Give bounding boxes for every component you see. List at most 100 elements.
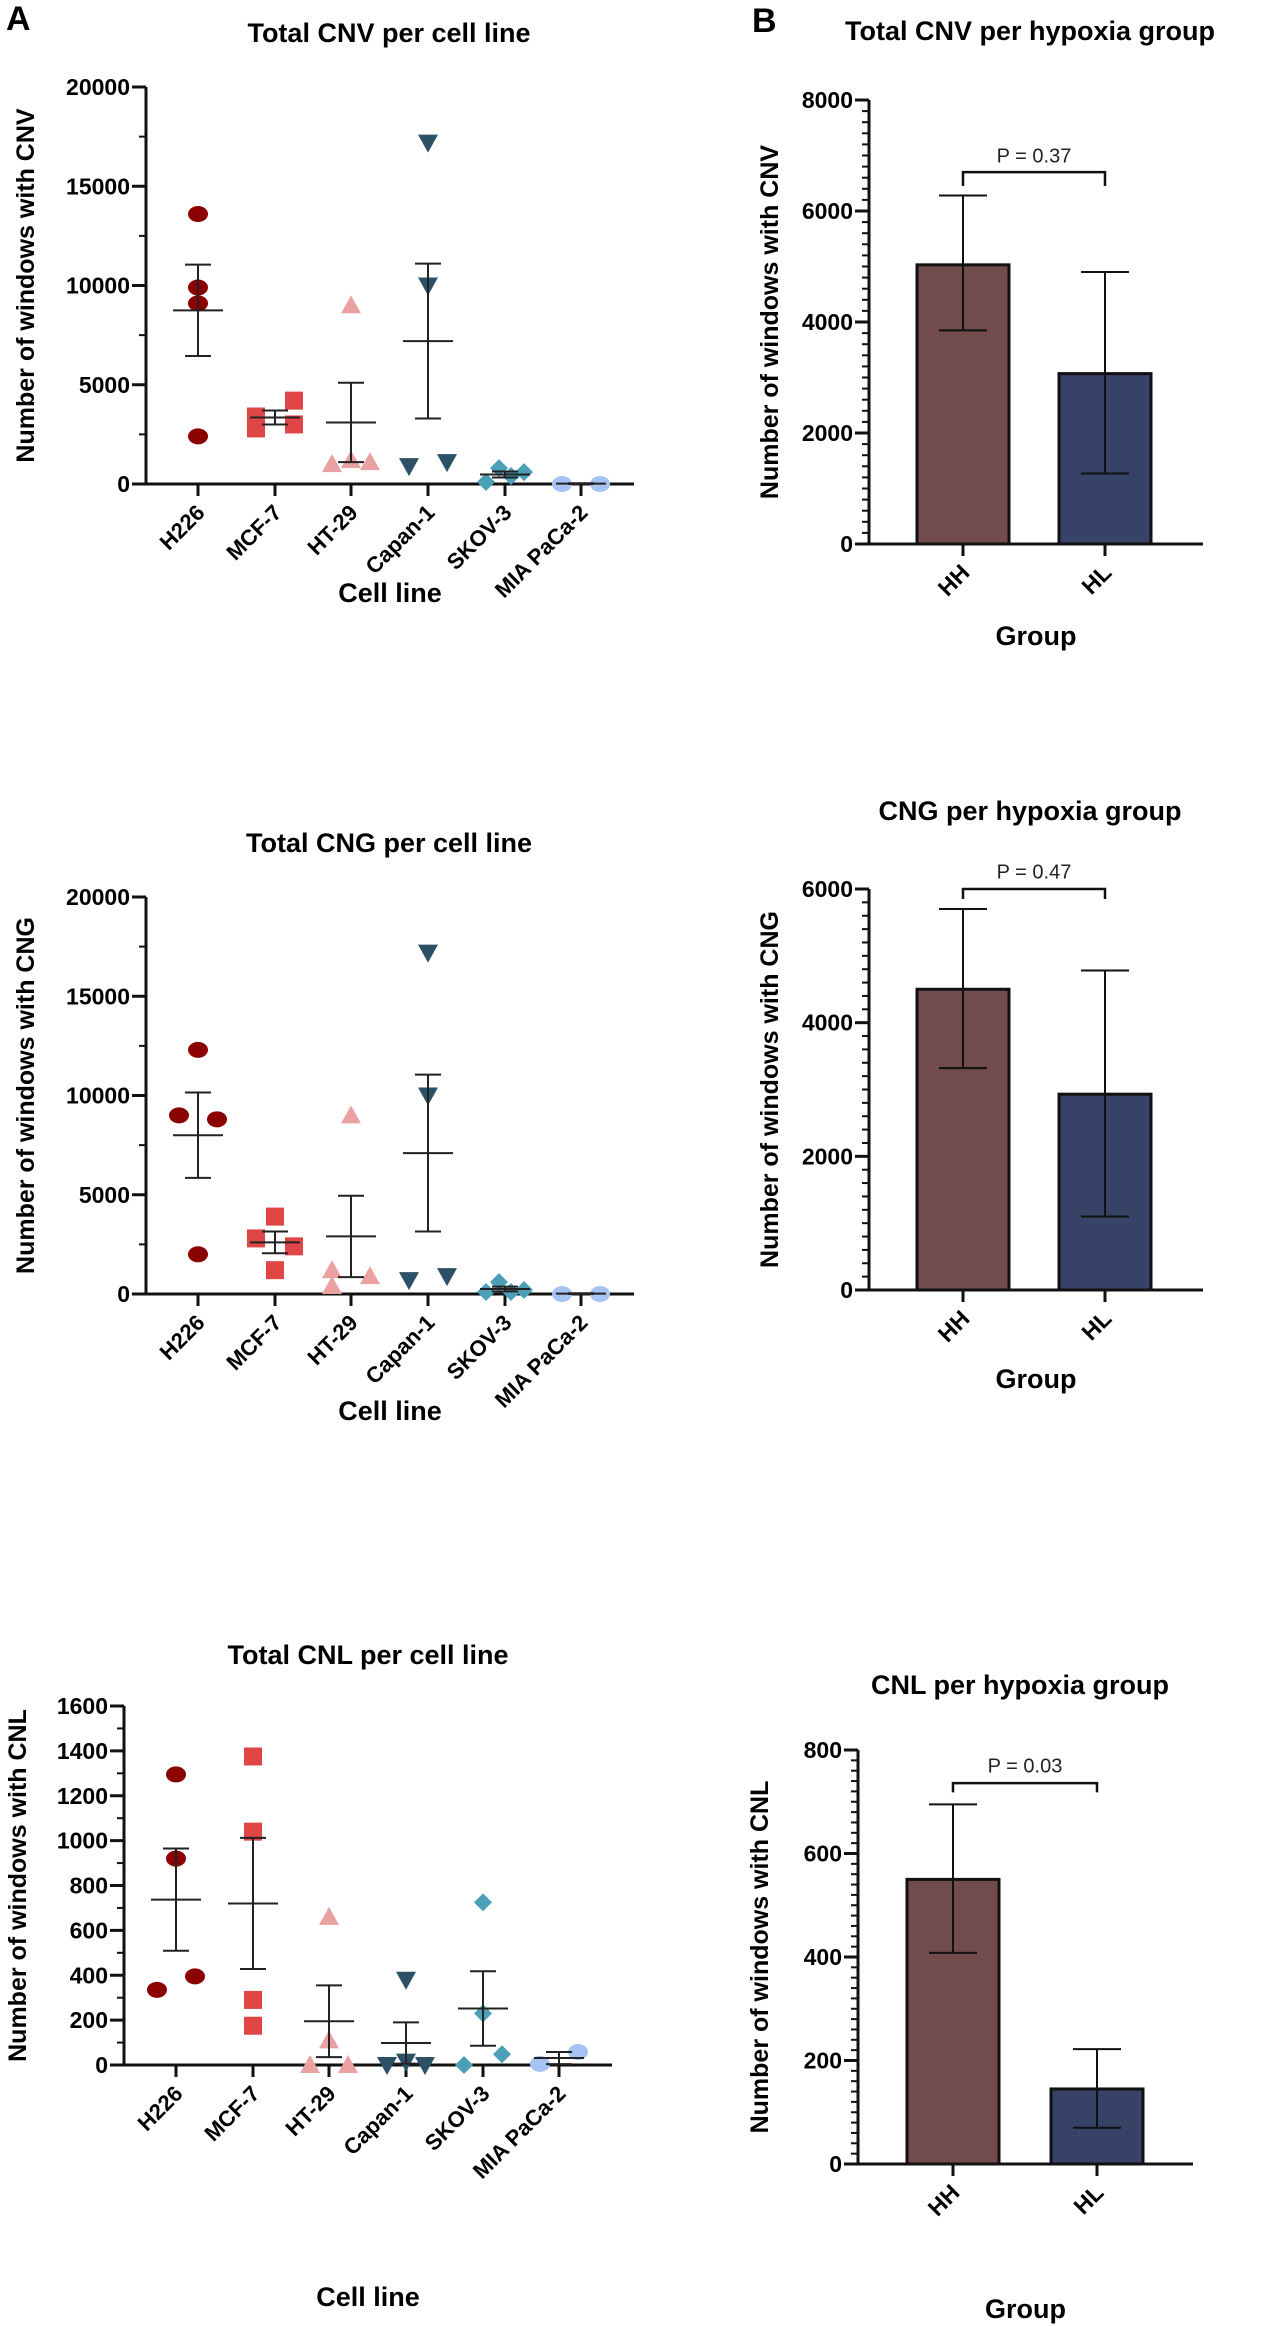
y-tick-label: 200 [70, 2007, 108, 2033]
y-tick-label: 600 [804, 1841, 842, 1867]
x-tick-label: HT-29 [302, 500, 362, 560]
data-point-triangle-up [338, 2055, 358, 2073]
chart-cnv-cell-line: 0 5000 10000 15000 20000 Total CNV per cell l… [12, 18, 634, 608]
data-point-circle [568, 2043, 588, 2060]
x-tick-label: SKOV-3 [420, 2081, 495, 2156]
chart-title: CNG per hypoxia group [878, 796, 1181, 826]
series-mia-paca-2 [552, 476, 610, 492]
chart-cnl-hypoxia: 0 200 400 600 800 CNL per hypoxia group Group N… [746, 1670, 1193, 2324]
series-h226 [169, 1041, 227, 1263]
series-capan-1 [399, 134, 457, 477]
y-axis-title: Number of windows with CNV [756, 145, 784, 499]
chart-cnv-hypoxia: 0 2000 4000 6000 8000 Total CNV per hypoxia g… [756, 16, 1215, 651]
x-tick-label: Capan-1 [360, 1310, 439, 1389]
y-tick-label: 1600 [57, 1693, 108, 1719]
y-tick-label: 600 [70, 1917, 108, 1943]
data-point-square [244, 1990, 262, 2009]
x-axis-title: Cell line [338, 578, 442, 608]
y-tick-label: 2000 [802, 1143, 853, 1169]
y-tick-label: 0 [95, 2052, 108, 2078]
series-capan-1 [399, 944, 457, 1291]
data-point-triangle-down [415, 2057, 435, 2075]
data-point-triangle-up [322, 1260, 342, 1279]
x-axis-title: Cell line [338, 1396, 442, 1426]
series-h226 [173, 206, 223, 445]
y-tick-label: 6000 [802, 876, 853, 902]
x-tick-label: SKOV-3 [442, 1310, 517, 1385]
data-point-circle [188, 1246, 208, 1263]
x-axis-title: Group [985, 2294, 1066, 2324]
significance-bracket [951, 1781, 1099, 1793]
y-tick-label: 15000 [66, 173, 130, 199]
data-point-triangle-down [437, 1268, 457, 1287]
y-tick-label: 0 [117, 471, 130, 497]
y-tick-label: 200 [804, 2048, 842, 2074]
x-tick-label: MCF-7 [221, 1310, 286, 1375]
series-mia-paca-2 [552, 1286, 610, 1302]
chart-title: Total CNL per cell line [227, 1640, 508, 1670]
y-axis-title: Number of windows with CNL [746, 1781, 774, 2134]
series-mcf-7 [247, 1207, 303, 1280]
y-tick-label: 1000 [57, 1828, 108, 1854]
series-mcf-7 [247, 391, 303, 438]
y-tick-label: 0 [840, 531, 853, 557]
y-tick-label: 400 [70, 1962, 108, 1988]
series-skov-3 [477, 1273, 533, 1302]
data-point-triangle-down [418, 944, 438, 963]
data-point-square [285, 415, 303, 434]
x-tick-label: HT-29 [280, 2081, 340, 2141]
y-tick-label: 800 [804, 1737, 842, 1763]
chart-cng-cell-line: 0 5000 10000 15000 20000 Total CNG per cell l… [12, 828, 634, 1426]
chart-cng-hypoxia: 0 2000 4000 6000 CNG per hypoxia group Group N… [756, 796, 1203, 1394]
x-axis-title: Group [996, 1364, 1077, 1394]
data-point-triangle-up [360, 452, 380, 471]
data-point-triangle-up [322, 1276, 342, 1295]
x-tick-label: HT-29 [302, 1310, 362, 1370]
series-skov-3 [455, 1893, 511, 2074]
y-tick-label: 10000 [66, 1083, 130, 1109]
y-tick-label: 6000 [802, 198, 853, 224]
chart-cnl-cell-line: 0 200 400 600 800 1000 1200 1400 1600 Total CNL p… [4, 1640, 612, 2312]
series-h226 [147, 1766, 205, 1998]
data-point-square [247, 419, 265, 438]
p-value-label: P = 0.47 [997, 862, 1072, 884]
y-tick-label: 5000 [79, 1182, 130, 1208]
panel-label-b: B [752, 2, 777, 40]
data-point-diamond [455, 2056, 473, 2074]
x-tick-label: H226 [133, 2081, 188, 2136]
data-point-diamond [493, 2045, 511, 2064]
y-tick-label: 15000 [66, 983, 130, 1009]
x-tick-label: Capan-1 [360, 500, 439, 579]
panel-label-a: A [6, 0, 31, 38]
x-tick-label: HL [1068, 2179, 1108, 2219]
y-tick-label: 400 [804, 1944, 842, 1970]
bar-hh [915, 987, 1011, 1292]
data-point-circle [530, 2055, 550, 2072]
x-axis-title: Cell line [316, 2282, 420, 2312]
y-tick-label: 1200 [57, 1783, 108, 1809]
x-tick-label: MCF-7 [199, 2081, 264, 2146]
chart-title: Total CNV per cell line [247, 18, 530, 48]
data-point-diamond [490, 459, 508, 478]
data-point-triangle-up [360, 1266, 380, 1285]
y-tick-label: 10000 [66, 273, 130, 299]
y-tick-label: 0 [117, 1281, 130, 1307]
data-point-square [244, 2016, 262, 2035]
y-tick-label: 5000 [79, 372, 130, 398]
y-tick-label: 800 [70, 1873, 108, 1899]
data-point-triangle-up [322, 454, 342, 473]
series-ht-29 [322, 295, 380, 473]
y-tick-label: 20000 [66, 74, 130, 100]
data-point-diamond [474, 1893, 492, 1912]
series-capan-1 [377, 1971, 435, 2075]
chart-title: Total CNG per cell line [246, 828, 532, 858]
data-point-circle [166, 1766, 186, 1783]
y-axis-title: Number of windows with CNL [4, 1709, 32, 2062]
y-axis-title: Number of windows with CNV [12, 108, 40, 462]
data-point-square [244, 1747, 262, 1766]
series-mcf-7 [228, 1747, 278, 2035]
series-mia-paca-2 [530, 2043, 588, 2072]
chart-title: Total CNV per hypoxia group [845, 16, 1215, 46]
y-tick-label: 2000 [802, 420, 853, 446]
